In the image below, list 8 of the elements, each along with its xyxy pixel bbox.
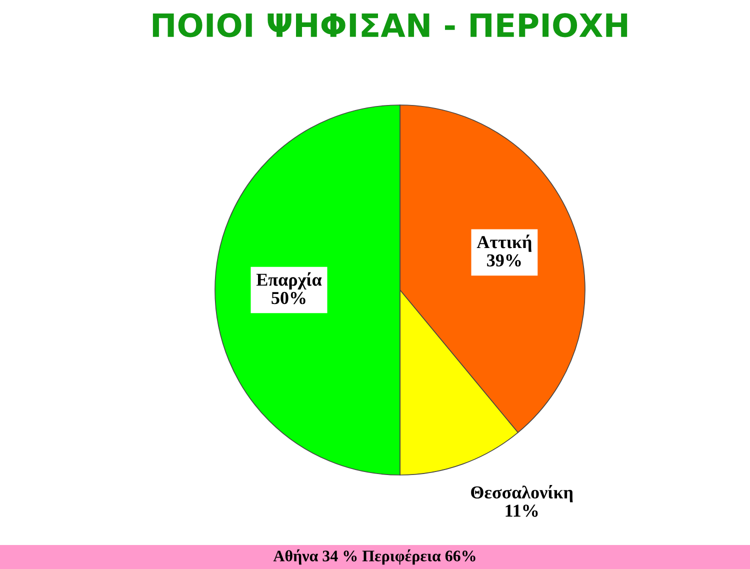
data-label: 39% [487, 254, 521, 267]
chart-title: ΠΟΙΟΙ ΨΗΦΙΣΑΝ - ΠΕΡΙΟΧΗ [152, 13, 628, 38]
data-label: 11% [506, 504, 538, 517]
text: Αθήνα 34 % Περιφέρεια 66% [273, 549, 476, 565]
slice-label: Αττική [476, 234, 532, 252]
slice-label: Θεσσαλονίκη [471, 484, 573, 502]
data-label: 50% [272, 292, 306, 304]
slice-label: Επαρχία [256, 272, 322, 290]
